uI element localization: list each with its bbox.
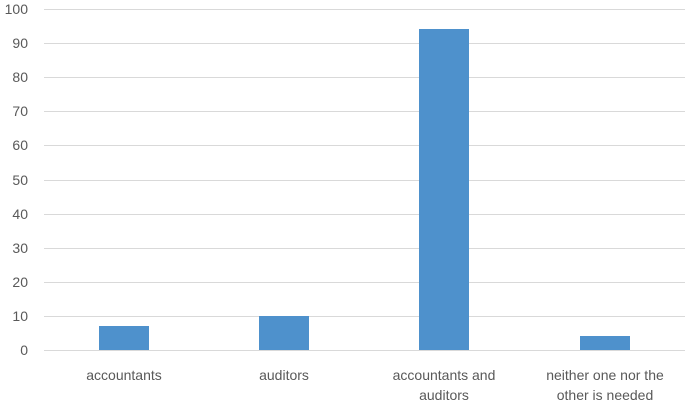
x-axis-label-line: neither one nor the bbox=[546, 367, 664, 383]
gridline bbox=[44, 350, 685, 351]
gridline bbox=[44, 145, 685, 147]
bar-auditors bbox=[259, 315, 309, 350]
y-tick-label: 80 bbox=[12, 69, 28, 86]
y-tick-label: 70 bbox=[12, 103, 28, 120]
x-axis-label-line: other is needed bbox=[556, 387, 654, 403]
y-tick-label: 60 bbox=[12, 137, 28, 154]
gridline bbox=[44, 179, 685, 181]
y-tick-label: 10 bbox=[12, 307, 28, 324]
y-tick-label: 50 bbox=[12, 171, 28, 188]
y-tick-label: 20 bbox=[12, 273, 28, 290]
y-tick-label: 40 bbox=[12, 205, 28, 222]
y-tick-label: 0 bbox=[20, 342, 28, 358]
x-axis-label: accountants bbox=[44, 365, 204, 385]
x-axis-label: neither one nor the other is needed bbox=[525, 365, 685, 405]
gridline bbox=[44, 315, 685, 317]
x-axis-label-line: accountants and bbox=[392, 367, 496, 383]
bar-accountants bbox=[99, 326, 149, 350]
x-axis-label-line: auditors bbox=[419, 387, 469, 403]
bar-accountants-and-auditors bbox=[419, 29, 469, 350]
gridline bbox=[44, 9, 685, 10]
x-axis-label: auditors bbox=[204, 365, 364, 385]
y-tick-label: 100 bbox=[4, 1, 28, 17]
gridline bbox=[44, 111, 685, 113]
y-tick-label: 30 bbox=[12, 239, 28, 256]
gridline bbox=[44, 247, 685, 249]
x-axis-label-line: accountants bbox=[86, 367, 162, 383]
bar-neither-one-nor-the-other-is-needed bbox=[580, 336, 630, 350]
gridline bbox=[44, 213, 685, 215]
x-axis-label-line: auditors bbox=[259, 367, 309, 383]
gridline bbox=[44, 281, 685, 283]
y-tick-label: 90 bbox=[12, 35, 28, 52]
gridline bbox=[44, 77, 685, 79]
gridline bbox=[44, 43, 685, 45]
x-axis-label: accountants and auditors bbox=[364, 365, 524, 405]
